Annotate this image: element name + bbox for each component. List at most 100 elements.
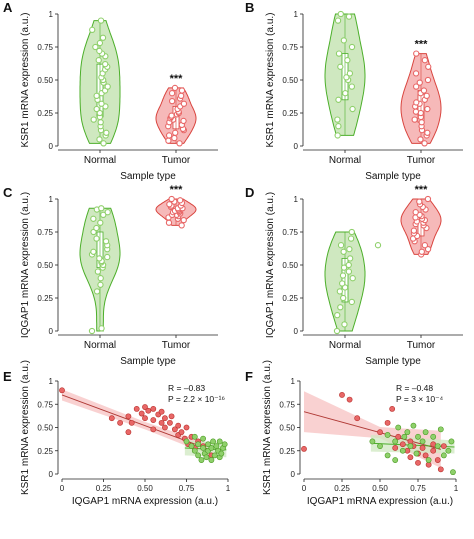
data-point — [339, 272, 347, 279]
data-point — [340, 37, 347, 44]
data-point-normal — [200, 445, 206, 451]
data-point — [97, 275, 104, 282]
x-tick-label: Tumor — [407, 340, 436, 351]
data-point — [424, 195, 432, 203]
data-point-tumor — [150, 417, 157, 423]
data-point-tumor — [339, 392, 345, 398]
data-point-normal — [445, 447, 452, 454]
x-tick-label: Normal — [84, 155, 116, 166]
data-point — [92, 43, 99, 51]
data-point-tumor — [415, 459, 421, 466]
data-point — [424, 129, 431, 136]
x-axis-label: Sample type — [365, 356, 421, 367]
panel-letter: E — [3, 369, 12, 384]
data-point — [416, 198, 423, 205]
data-point — [89, 26, 96, 33]
data-point — [171, 134, 178, 142]
data-point — [180, 117, 187, 125]
data-point-normal — [384, 452, 391, 459]
data-point — [165, 132, 173, 139]
data-point — [349, 275, 356, 282]
panel-f: F 0 0.25 0.50 0.75 1 0 0.25 0.50 0.75 1 KSR1 mRNA e… — [245, 360, 459, 507]
regression-line-tumor — [303, 411, 441, 450]
y-tick-label: 0.50 — [282, 261, 298, 270]
panel-b: B 0 0.25 0.50 0.75 1 KSR1 mRNA expression (a.u… — [245, 0, 463, 182]
data-point-tumor — [301, 445, 307, 452]
y-axis-label: KSR1 mRNA expression (a.u.) — [265, 12, 276, 147]
x-tick-label: 0.50 — [137, 484, 153, 493]
y-tick-label: 0.75 — [37, 43, 53, 52]
data-point-tumor — [389, 405, 396, 412]
data-point-tumor — [178, 429, 185, 436]
data-point — [342, 90, 349, 97]
x-tick-label: 0.75 — [179, 484, 195, 493]
data-point-normal — [450, 469, 456, 476]
data-point-normal — [210, 438, 216, 445]
data-point — [180, 100, 188, 107]
y-tick-label: 1 — [49, 10, 54, 19]
x-tick-label: Tumor — [162, 340, 191, 351]
y-tick-label: 0.75 — [282, 228, 298, 237]
data-point-normal — [221, 441, 228, 448]
data-point — [96, 39, 104, 47]
y-tick-label: 1 — [294, 195, 299, 204]
data-point-tumor — [138, 410, 145, 417]
data-point-tumor — [125, 413, 132, 420]
data-point — [98, 325, 105, 332]
data-point — [97, 17, 105, 24]
data-point — [421, 242, 429, 249]
data-point — [336, 288, 343, 295]
data-point-normal — [392, 457, 399, 463]
data-point-normal — [392, 438, 399, 445]
data-point-tumor — [395, 433, 402, 440]
data-point — [335, 123, 342, 130]
y-tick-label: 0 — [49, 142, 54, 151]
data-point-normal — [415, 433, 421, 440]
data-point — [420, 87, 428, 94]
y-tick-label: 0.50 — [37, 76, 53, 85]
data-point-tumor — [354, 415, 361, 422]
y-tick-label: 0.50 — [282, 76, 298, 85]
data-point-normal — [419, 438, 426, 445]
data-point-tumor — [150, 405, 157, 412]
data-point-normal — [200, 435, 206, 442]
panel-c: C 0 0.25 0.50 0.75 1 IQGAP1 mRNA expression (a… — [3, 184, 218, 367]
data-point — [104, 83, 111, 90]
data-point — [102, 61, 109, 68]
data-point — [97, 119, 104, 126]
x-tick-label: 0.25 — [334, 484, 350, 493]
panel-letter: D — [245, 185, 254, 200]
data-point — [180, 216, 187, 224]
data-point — [341, 321, 348, 328]
data-point-tumor — [133, 405, 140, 412]
data-point — [90, 215, 97, 222]
data-point — [168, 97, 176, 105]
data-point — [103, 129, 110, 136]
data-point — [412, 70, 420, 77]
x-axis-label: Sample type — [120, 171, 176, 182]
significance-marker: *** — [415, 39, 429, 51]
x-tick-label: Tumor — [162, 155, 191, 166]
data-point — [176, 140, 183, 147]
data-point — [340, 294, 347, 302]
significance-marker: *** — [170, 184, 184, 196]
data-point — [340, 248, 347, 255]
data-point-tumor — [434, 457, 441, 463]
panel-letter: B — [245, 0, 254, 15]
data-point-normal — [216, 438, 223, 445]
x-axis-label: IQGAP1 mRNA expression (a.u.) — [72, 496, 218, 507]
data-point-tumor — [150, 426, 157, 433]
data-point — [343, 74, 350, 81]
panel-d: D 0 0.25 0.50 0.75 1 IQGAP1 mRNA expression (a… — [245, 184, 463, 367]
y-tick-label: 0.75 — [282, 43, 298, 52]
data-point — [96, 255, 103, 262]
data-point-tumor — [168, 413, 175, 420]
data-point-normal — [440, 452, 447, 459]
data-point — [337, 304, 344, 311]
data-point — [104, 209, 111, 216]
data-point — [171, 84, 179, 92]
x-tick-label: 1 — [226, 484, 231, 493]
y-tick-label: 0.25 — [37, 294, 53, 303]
data-point — [424, 246, 432, 253]
data-point — [165, 219, 173, 226]
